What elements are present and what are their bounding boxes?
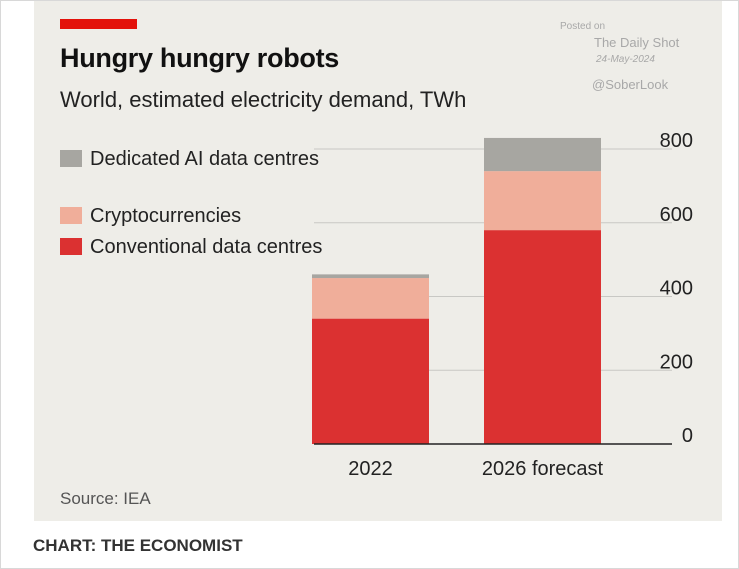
bar-segment-0-2	[312, 274, 429, 279]
y-tick-label-600: 600	[660, 204, 693, 226]
y-tick-label-200: 200	[660, 351, 693, 373]
chart-title: Hungry hungry robots	[60, 43, 339, 73]
y-tick-label-400: 400	[660, 278, 693, 300]
watermark-posted-on: Posted on	[560, 21, 606, 32]
chart-panel: Hungry hungry robots World, estimated el…	[34, 1, 722, 521]
legend-swatch-conventional	[60, 238, 82, 255]
bar-segment-0-0	[312, 318, 429, 444]
bar-segment-0-1	[312, 278, 429, 319]
legend-label-conventional: Conventional data centres	[90, 236, 323, 258]
chart-subtitle: World, estimated electricity demand, TWh	[60, 87, 467, 112]
source-note: Source: IEA	[60, 489, 151, 508]
legend-swatch-ai	[60, 150, 82, 167]
legend-item-crypto: Cryptocurrencies	[60, 204, 330, 229]
watermark-date: 24-May-2024	[596, 54, 655, 65]
bar-segment-1-1	[484, 171, 601, 231]
stacked-bar-chart: 0 200 400 600 800 2022 2026 forecast	[312, 130, 693, 480]
bar-segment-1-0	[484, 230, 601, 444]
y-tick-label-0: 0	[682, 425, 693, 447]
legend-label-crypto: Cryptocurrencies	[90, 205, 242, 227]
brand-accent-bar	[60, 19, 137, 29]
y-tick-label-800: 800	[660, 130, 693, 152]
watermark-handle: @SoberLook	[592, 77, 669, 92]
chart-credit: CHART: THE ECONOMIST	[33, 536, 243, 555]
legend-label-ai: Dedicated AI data centres	[90, 148, 320, 170]
watermark-site: The Daily Shot	[594, 35, 680, 50]
legend-item-ai: Dedicated AI data centres	[60, 147, 330, 172]
x-tick-label-0: 2022	[348, 458, 393, 480]
bar-segment-1-2	[484, 137, 601, 172]
legend-swatch-crypto	[60, 207, 82, 224]
legend-item-conventional: Conventional data centres	[60, 235, 330, 260]
x-tick-label-1: 2026 forecast	[482, 458, 604, 480]
